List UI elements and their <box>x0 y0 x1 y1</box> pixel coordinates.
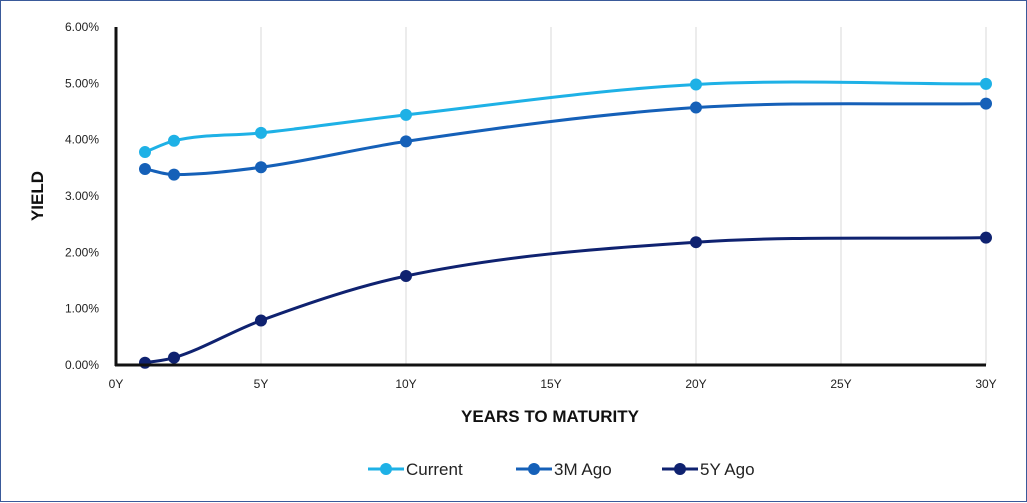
data-point <box>400 108 412 121</box>
series-line <box>144 236 987 365</box>
y-axis-ticks: 0.00% 1.00% 2.00% 3.00% 4.00% 5.00% 6.00% <box>65 20 99 372</box>
y-tick-label: 5.00% <box>65 76 99 90</box>
legend-item: Current <box>368 460 463 479</box>
legend-swatch-marker <box>674 463 686 475</box>
x-tick-label: 20Y <box>685 377 706 391</box>
data-point <box>980 97 992 110</box>
data-point <box>139 162 151 175</box>
data-point <box>980 77 992 90</box>
legend: Current 3M Ago 5Y Ago <box>368 460 755 479</box>
data-point <box>139 356 151 369</box>
data-point <box>690 78 702 91</box>
x-tick-label: 15Y <box>540 377 561 391</box>
data-point <box>690 101 702 114</box>
data-point <box>168 168 180 181</box>
series-current <box>139 77 992 159</box>
y-tick-label: 4.00% <box>65 133 99 147</box>
data-point <box>168 134 180 147</box>
x-axis-ticks: 0Y 5Y 10Y 15Y 20Y 25Y 30Y <box>109 377 997 391</box>
series-line <box>144 80 987 154</box>
legend-label: 3M Ago <box>554 460 612 479</box>
legend-item: 3M Ago <box>516 460 612 479</box>
x-axis-title: YEARS TO MATURITY <box>461 407 640 426</box>
x-tick-label: 25Y <box>830 377 851 391</box>
x-tick-label: 10Y <box>395 377 416 391</box>
data-point <box>980 231 992 244</box>
series-5y-ago <box>139 231 992 369</box>
data-point <box>168 351 180 364</box>
y-tick-label: 2.00% <box>65 245 99 259</box>
series-lines <box>139 77 992 369</box>
data-point <box>400 135 412 148</box>
data-point <box>139 146 151 159</box>
data-point <box>255 314 267 327</box>
legend-item: 5Y Ago <box>662 460 755 479</box>
legend-swatch-marker <box>528 463 540 475</box>
y-tick-label: 0.00% <box>65 358 99 372</box>
x-tick-label: 30Y <box>975 377 996 391</box>
data-point <box>400 269 412 282</box>
data-point <box>690 236 702 249</box>
y-tick-label: 1.00% <box>65 302 99 316</box>
data-point <box>255 126 267 139</box>
axes <box>114 27 986 367</box>
legend-swatch-marker <box>380 463 392 475</box>
data-point <box>255 161 267 174</box>
grid-lines <box>260 27 987 365</box>
legend-label: 5Y Ago <box>700 460 755 479</box>
legend-label: Current <box>406 460 463 479</box>
y-tick-label: 6.00% <box>65 20 99 34</box>
x-tick-label: 5Y <box>254 377 269 391</box>
x-tick-label: 0Y <box>109 377 124 391</box>
y-axis-title: YIELD <box>28 171 47 221</box>
series-line <box>144 102 987 177</box>
series-3m-ago <box>139 97 992 181</box>
y-tick-label: 3.00% <box>65 189 99 203</box>
